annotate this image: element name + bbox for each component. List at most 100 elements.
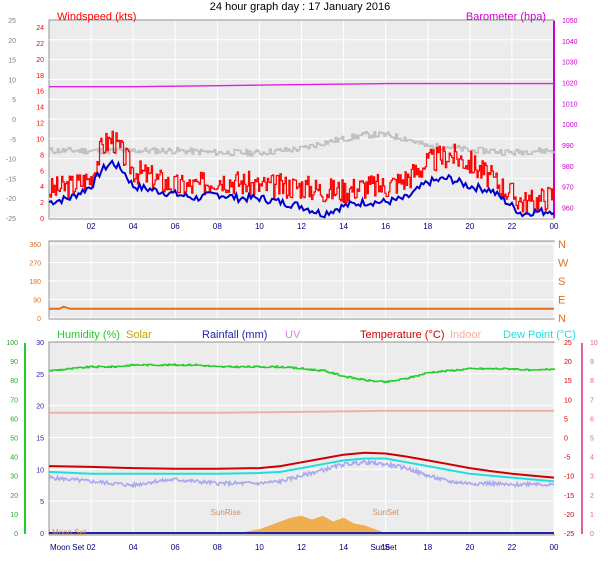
legend-item: Indoor	[450, 329, 482, 341]
barometer-tick-label: 980	[562, 164, 574, 171]
legend-item: Humidity (%)	[57, 329, 120, 341]
uv-tick-label: 8	[590, 378, 594, 385]
temperature-tick-label: -5	[564, 455, 570, 462]
direction-tick-label: 270	[29, 261, 41, 268]
rain-tick-label: 5	[40, 499, 44, 506]
humidity-tick-label: 70	[10, 397, 18, 404]
direction-tick-label: 0	[37, 316, 41, 323]
annotation-label: SunSet	[370, 543, 397, 552]
x-tick-label: 04	[129, 222, 138, 231]
temperature-tick-label: 0	[564, 436, 568, 443]
legend-item: Dew Point (°C)	[503, 329, 576, 341]
wind-outer-tick-label: 0	[12, 117, 16, 124]
barometer-axis-label: Barometer (hpa)	[466, 11, 546, 23]
x-tick-label: 12	[297, 222, 306, 231]
uv-tick-label: 6	[590, 416, 594, 423]
legend-item: Rainfall (mm)	[202, 329, 267, 341]
humidity-panel-legend: Humidity (%) Solar Rainfall (mm) UV Temperat…	[57, 329, 576, 341]
x-tick-label: 14	[339, 543, 348, 552]
rain-tick-label: 10	[36, 467, 44, 474]
barometer-tick-label: 970	[562, 185, 574, 192]
uv-tick-label: 9	[590, 359, 594, 366]
x-tick-label: 02	[87, 543, 96, 552]
uv-tick-label: 10	[590, 340, 598, 347]
direction-compass-label: S	[558, 276, 565, 288]
x-tick-label: 16	[381, 222, 390, 231]
barometer-tick-label: 1000	[562, 122, 578, 129]
temperature-tick-label: 25	[564, 340, 572, 347]
x-tick-label: 12	[297, 543, 306, 552]
x-tick-label: 00	[550, 543, 559, 552]
uv-tick-label: 3	[590, 474, 594, 481]
wind-tick-label: 22	[36, 41, 44, 48]
wind-tick-label: 24	[36, 25, 44, 32]
wind-outer-tick-label: 10	[8, 77, 16, 84]
x-tick-label: 18	[423, 543, 432, 552]
wind-outer-tick-label: -5	[10, 137, 16, 144]
temperature-tick-label: 10	[564, 397, 572, 404]
x-tick-label: 04	[129, 543, 138, 552]
barometer-tick-label: 1010	[562, 101, 578, 108]
uv-tick-label: 7	[590, 397, 594, 404]
wind-outer-tick-label: -15	[6, 176, 16, 183]
temperature-tick-label: -20	[564, 512, 574, 519]
legend-item: Solar	[126, 329, 152, 341]
series-apparent-temperature	[48, 458, 555, 489]
x-tick-label: 22	[507, 543, 516, 552]
wind-tick-label: 0	[40, 216, 44, 223]
direction-tick-label: 90	[33, 298, 41, 305]
x-tick-label: 10	[255, 222, 264, 231]
uv-tick-label: 1	[590, 512, 594, 519]
series-dew-point	[48, 457, 555, 483]
humidity-tick-label: 50	[10, 436, 18, 443]
x-tick-label: 08	[213, 222, 222, 231]
series-indoor-temperature	[49, 409, 554, 414]
legend-item: UV	[285, 329, 301, 341]
rain-tick-label: 15	[36, 436, 44, 443]
temperature-tick-label: 5	[564, 416, 568, 423]
uv-tick-label: 2	[590, 493, 594, 500]
legend-item: Temperature (°C)	[360, 329, 444, 341]
humidity-tick-label: 60	[10, 416, 18, 423]
wind-tick-label: 12	[36, 121, 44, 128]
humidity-tick-label: 0	[14, 531, 18, 538]
annotation-label: Moon Set	[50, 543, 85, 552]
barometer-tick-label: 1050	[562, 18, 578, 25]
uv-tick-label: 0	[590, 531, 594, 538]
uv-tick-label: 5	[590, 436, 594, 443]
temperature-tick-label: -25	[564, 531, 574, 538]
x-tick-label: 02	[87, 222, 96, 231]
wind-axis-label: Windspeed (kts)	[57, 11, 136, 23]
wind-tick-label: 14	[36, 105, 44, 112]
humidity-tick-label: 40	[10, 455, 18, 462]
uv-tick-label: 4	[590, 455, 594, 462]
x-tick-label: 06	[171, 222, 180, 231]
humidity-tick-label: 80	[10, 378, 18, 385]
wind-tick-label: 6	[40, 168, 44, 175]
wind-outer-tick-label: 5	[12, 97, 16, 104]
wind-tick-label: 10	[36, 136, 44, 143]
x-tick-label: 00	[550, 222, 559, 231]
x-tick-label: 14	[339, 222, 348, 231]
barometer-tick-label: 1040	[562, 39, 578, 46]
direction-tick-label: 180	[29, 279, 41, 286]
barometer-tick-label: 990	[562, 143, 574, 150]
humidity-tick-label: 20	[10, 493, 18, 500]
direction-compass-label: N	[558, 239, 566, 251]
x-tick-label: 20	[465, 222, 474, 231]
rain-tick-label: 20	[36, 404, 44, 411]
x-tick-label: 10	[255, 543, 264, 552]
direction-compass-label: N	[558, 313, 566, 325]
series-wind-speed	[48, 159, 555, 219]
series-humidity	[49, 363, 555, 384]
series-temperature	[48, 451, 555, 479]
humidity-tick-label: 10	[10, 512, 18, 519]
series-barometer	[49, 82, 554, 88]
barometer-tick-label: 1020	[562, 81, 578, 88]
wind-tick-label: 4	[40, 184, 44, 191]
wind-outer-tick-label: 20	[8, 38, 16, 45]
temperature-tick-label: 20	[564, 359, 572, 366]
x-tick-label: 20	[465, 543, 474, 552]
rain-tick-label: 25	[36, 372, 44, 379]
